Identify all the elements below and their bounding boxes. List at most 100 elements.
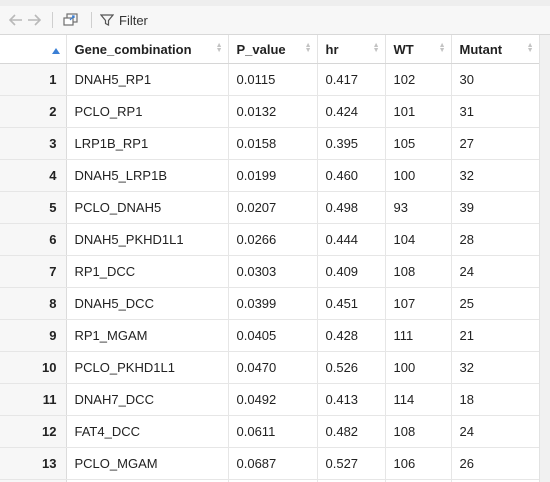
table-row: 9 RP1_MGAM 0.0405 0.428 111 21 [0,319,539,352]
sort-icon: ▲ ▼ [215,42,223,54]
filter-icon [100,14,114,26]
sort-ascending-icon [51,47,60,54]
wt-cell: 108 [385,415,452,448]
column-header-gene-combination[interactable]: Gene_combination ▲ ▼ [66,35,229,64]
hr-cell: 0.424 [317,95,386,128]
wt-cell: 111 [385,319,452,352]
wt-cell: 107 [385,287,452,320]
gene-combination-cell: PCLO_FAT4 [66,479,229,482]
p-value-cell: 0.0303 [228,255,318,288]
wt-cell: 101 [385,95,452,128]
p-value-cell: 0.0132 [228,95,318,128]
mutant-cell: 39 [451,191,539,224]
mutant-cell: 30 [451,63,539,96]
wt-cell: 104 [385,223,452,256]
gene-combination-cell: PCLO_RP1 [66,95,229,128]
gene-combination-cell: DNAH5_RP1 [66,63,229,96]
row-index: 8 [0,287,67,320]
toolbar-separator [91,12,92,28]
row-index: 13 [0,447,67,480]
sort-icon: ▲ ▼ [304,42,312,54]
wt-cell: 105 [385,127,452,160]
data-grid: Gene_combination ▲ ▼ P_value ▲ ▼ hr ▲ ▼ WT ▲ ▼ M… [0,35,539,482]
p-value-cell: 0.0405 [228,319,318,352]
wt-cell: 106 [385,447,452,480]
column-header-index[interactable] [0,35,67,64]
table-row: 12 FAT4_DCC 0.0611 0.482 108 24 [0,415,539,448]
column-header-hr[interactable]: hr ▲ ▼ [317,35,386,64]
table-row: 13 PCLO_MGAM 0.0687 0.527 106 26 [0,447,539,480]
table-row: 1 DNAH5_RP1 0.0115 0.417 102 30 [0,63,539,96]
row-index: 12 [0,415,67,448]
sort-icon: ▲ ▼ [526,42,534,54]
table-row: 6 DNAH5_PKHD1L1 0.0266 0.444 104 28 [0,223,539,256]
mutant-cell: 28 [451,223,539,256]
p-value-cell: 0.0207 [228,191,318,224]
gene-combination-cell: LRP1B_RP1 [66,127,229,160]
hr-cell: 0.482 [317,415,386,448]
sort-icon: ▲ ▼ [438,42,446,54]
p-value-cell: 0.0611 [228,415,318,448]
hr-cell: 0.409 [317,255,386,288]
hr-cell: 0.543 [317,479,386,482]
table-row: 8 DNAH5_DCC 0.0399 0.451 107 25 [0,287,539,320]
row-index: 3 [0,127,67,160]
p-value-cell: 0.0492 [228,383,318,416]
mutant-cell: 31 [451,479,539,482]
mutant-cell: 32 [451,351,539,384]
row-index: 7 [0,255,67,288]
gene-combination-cell: DNAH5_DCC [66,287,229,320]
table-row: 14PCLO_FAT40.06970.54310131 [0,479,539,482]
gene-combination-cell: PCLO_MGAM [66,447,229,480]
data-table: Gene_combination ▲ ▼ P_value ▲ ▼ hr ▲ ▼ WT ▲ ▼ M… [0,35,539,482]
gene-combination-cell: DNAH5_PKHD1L1 [66,223,229,256]
vertical-scrollbar[interactable] [539,35,550,482]
viewer-toolbar: Filter [0,6,550,35]
mutant-cell: 31 [451,95,539,128]
row-index: 2 [0,95,67,128]
gene-combination-cell: PCLO_DNAH5 [66,191,229,224]
gene-combination-cell: FAT4_DCC [66,415,229,448]
toolbar-separator [52,12,53,28]
mutant-cell: 25 [451,287,539,320]
hr-cell: 0.526 [317,351,386,384]
wt-cell: 108 [385,255,452,288]
row-index: 5 [0,191,67,224]
hr-cell: 0.417 [317,63,386,96]
table-row: 4 DNAH5_LRP1B 0.0199 0.460 100 32 [0,159,539,192]
row-index: 9 [0,319,67,352]
popout-window-icon[interactable] [61,10,81,30]
p-value-cell: 0.0687 [228,447,318,480]
wt-cell: 100 [385,351,452,384]
row-index: 14 [0,479,67,482]
filter-button[interactable]: Filter [100,13,148,28]
hr-cell: 0.395 [317,127,386,160]
gene-combination-cell: RP1_MGAM [66,319,229,352]
column-header-p-value[interactable]: P_value ▲ ▼ [228,35,318,64]
p-value-cell: 0.0158 [228,127,318,160]
p-value-cell: 0.0399 [228,287,318,320]
hr-cell: 0.498 [317,191,386,224]
back-arrow-icon[interactable] [8,10,24,30]
p-value-cell: 0.0115 [228,63,318,96]
table-row: 2 PCLO_RP1 0.0132 0.424 101 31 [0,95,539,128]
mutant-cell: 24 [451,415,539,448]
hr-cell: 0.451 [317,287,386,320]
table-row: 3 LRP1B_RP1 0.0158 0.395 105 27 [0,127,539,160]
table-row: 11 DNAH7_DCC 0.0492 0.413 114 18 [0,383,539,416]
mutant-cell: 32 [451,159,539,192]
header-row: Gene_combination ▲ ▼ P_value ▲ ▼ hr ▲ ▼ WT ▲ ▼ M… [0,35,539,64]
gene-combination-cell: PCLO_PKHD1L1 [66,351,229,384]
p-value-cell: 0.0697 [228,479,318,482]
column-header-mutant[interactable]: Mutant ▲ ▼ [451,35,539,64]
row-index: 6 [0,223,67,256]
p-value-cell: 0.0470 [228,351,318,384]
hr-cell: 0.444 [317,223,386,256]
row-index: 10 [0,351,67,384]
sort-icon: ▲ ▼ [372,42,380,54]
mutant-cell: 18 [451,383,539,416]
column-header-wt[interactable]: WT ▲ ▼ [385,35,452,64]
mutant-cell: 27 [451,127,539,160]
forward-arrow-icon[interactable] [26,10,42,30]
wt-cell: 102 [385,63,452,96]
